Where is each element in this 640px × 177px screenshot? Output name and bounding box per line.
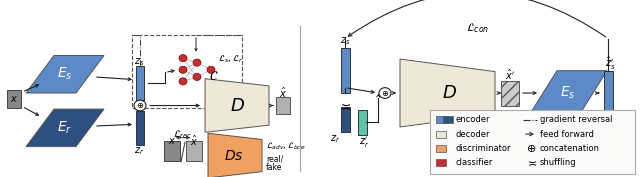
Text: $\mathcal{C}$: $\mathcal{C}$ bbox=[209, 70, 219, 83]
Text: $z_r'$: $z_r'$ bbox=[359, 135, 369, 150]
Bar bbox=[340, 107, 349, 132]
Text: $E_r$: $E_r$ bbox=[58, 120, 73, 136]
Text: discriminator: discriminator bbox=[455, 144, 511, 153]
Text: encoder: encoder bbox=[455, 115, 490, 124]
Bar bbox=[164, 141, 180, 161]
Text: $\asymp$: $\asymp$ bbox=[525, 158, 537, 168]
Bar bbox=[136, 66, 144, 100]
Bar bbox=[436, 159, 446, 166]
Text: $\hat{x}$: $\hat{x}$ bbox=[279, 86, 287, 100]
Text: $z_r$: $z_r$ bbox=[330, 134, 340, 145]
Text: $\oplus$: $\oplus$ bbox=[381, 88, 389, 98]
Circle shape bbox=[134, 100, 146, 111]
Polygon shape bbox=[26, 109, 104, 147]
Bar bbox=[436, 131, 446, 138]
Circle shape bbox=[179, 78, 187, 85]
Bar bbox=[136, 111, 144, 145]
Text: fake: fake bbox=[266, 163, 282, 172]
Text: $\asymp$: $\asymp$ bbox=[338, 101, 352, 114]
Text: $Ds$: $Ds$ bbox=[224, 149, 244, 162]
Bar bbox=[186, 141, 202, 161]
Circle shape bbox=[207, 66, 215, 73]
Polygon shape bbox=[205, 79, 269, 132]
Text: $z_r$: $z_r$ bbox=[134, 145, 144, 157]
Circle shape bbox=[179, 66, 187, 73]
Bar bbox=[430, 110, 635, 174]
Text: $\oplus$: $\oplus$ bbox=[526, 143, 536, 154]
Text: decoder: decoder bbox=[455, 130, 490, 139]
Text: $D$: $D$ bbox=[442, 84, 458, 102]
Text: $\mathcal{L}_{con}$: $\mathcal{L}_{con}$ bbox=[467, 21, 490, 35]
Text: $E_s$: $E_s$ bbox=[57, 66, 73, 82]
Polygon shape bbox=[400, 59, 495, 127]
Polygon shape bbox=[529, 71, 607, 115]
Bar bbox=[443, 116, 453, 123]
Text: gradient reversal: gradient reversal bbox=[540, 115, 612, 124]
Text: real/: real/ bbox=[266, 155, 284, 164]
Text: $\mathcal{L}_s, \mathcal{L}_r$: $\mathcal{L}_s, \mathcal{L}_r$ bbox=[218, 53, 244, 65]
Bar bbox=[340, 48, 349, 93]
Text: classifier: classifier bbox=[455, 158, 492, 167]
Text: $E_s$: $E_s$ bbox=[560, 85, 576, 101]
Bar bbox=[132, 35, 242, 108]
Text: $z_s$: $z_s$ bbox=[134, 56, 144, 68]
Circle shape bbox=[379, 88, 391, 98]
Text: feed forward: feed forward bbox=[540, 130, 594, 139]
Bar bbox=[604, 71, 612, 115]
Circle shape bbox=[179, 55, 187, 62]
Text: $\hat{z}_s'$: $\hat{z}_s'$ bbox=[605, 55, 615, 72]
Bar bbox=[276, 97, 290, 115]
Bar bbox=[436, 116, 446, 123]
Circle shape bbox=[193, 59, 201, 66]
Bar bbox=[358, 110, 367, 135]
Text: $x$: $x$ bbox=[10, 94, 18, 104]
Bar bbox=[436, 145, 446, 152]
Text: $\mathcal{L}_{rec}$: $\mathcal{L}_{rec}$ bbox=[173, 129, 193, 141]
Text: concatenation: concatenation bbox=[540, 144, 600, 153]
Text: $\hat{x}$: $\hat{x}$ bbox=[190, 134, 198, 148]
Text: $D$: $D$ bbox=[230, 96, 244, 115]
Circle shape bbox=[193, 73, 201, 81]
Polygon shape bbox=[26, 55, 104, 93]
Polygon shape bbox=[208, 133, 262, 177]
Bar bbox=[7, 90, 21, 108]
Bar bbox=[501, 81, 519, 105]
Text: $\mathcal{L}_{adv}, \mathcal{L}_{bce}$: $\mathcal{L}_{adv}, \mathcal{L}_{bce}$ bbox=[266, 141, 305, 152]
Text: $z_s$: $z_s$ bbox=[340, 35, 350, 47]
Text: $x$: $x$ bbox=[168, 136, 176, 146]
Text: $\hat{x}'$: $\hat{x}'$ bbox=[505, 68, 515, 82]
Text: $\oplus$: $\oplus$ bbox=[136, 101, 144, 110]
Text: shuffling: shuffling bbox=[540, 158, 577, 167]
